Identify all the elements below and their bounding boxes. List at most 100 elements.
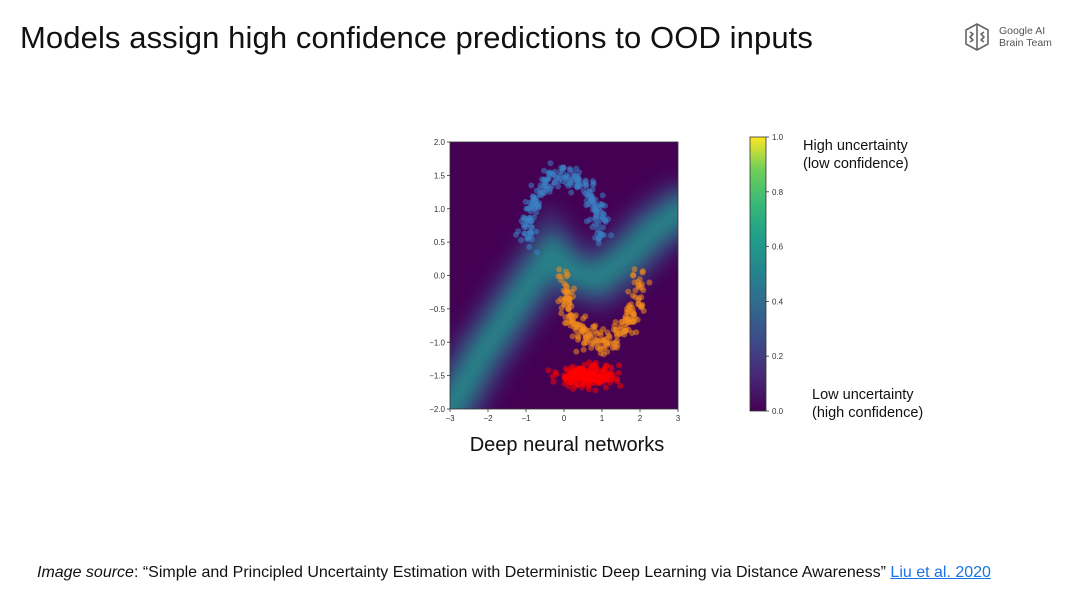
colorbar: 1.0 0.8 0.6 0.4 0.2 0.0: [749, 133, 784, 416]
data-point: [542, 186, 549, 193]
data-point: [597, 378, 604, 384]
x-tick-label: −2: [483, 414, 493, 423]
data-point: [585, 367, 592, 374]
data-point: [582, 335, 589, 342]
data-point: [587, 333, 594, 340]
data-point: [576, 375, 583, 382]
data-point: [588, 344, 595, 351]
data-point: [631, 279, 638, 286]
data-point: [595, 236, 602, 242]
data-point: [521, 215, 528, 221]
data-point: [555, 178, 562, 185]
data-point: [607, 364, 614, 371]
slide-title: Models assign high confidence prediction…: [20, 20, 813, 55]
colorbar-tick-label: 0.8: [772, 188, 784, 197]
data-point: [561, 301, 568, 308]
data-point: [599, 373, 606, 380]
y-tick-label: −1.5: [429, 372, 445, 381]
data-point: [565, 289, 572, 296]
data-point: [527, 233, 534, 240]
data-point: [602, 384, 609, 391]
data-point: [581, 361, 588, 368]
y-tick-label: 1.0: [434, 205, 446, 214]
low-label-line-2: (high confidence): [812, 405, 924, 421]
data-point: [646, 279, 653, 286]
data-point: [528, 224, 535, 231]
data-point: [563, 171, 570, 178]
data-point: [629, 310, 636, 317]
brain-icon: [965, 23, 989, 51]
y-tick-label: 0.0: [434, 272, 446, 281]
data-point: [562, 374, 568, 381]
x-tick-label: 3: [676, 414, 681, 423]
data-point: [613, 326, 620, 333]
data-point: [639, 268, 646, 275]
data-point: [550, 378, 557, 385]
data-point: [639, 301, 646, 308]
data-point: [616, 362, 623, 369]
source-text: : “Simple and Principled Uncertainty Est…: [133, 564, 891, 581]
google-ai-logo: Google AI Brain Team: [962, 22, 1052, 52]
data-point: [633, 329, 640, 336]
data-point: [614, 376, 621, 383]
colorbar-gradient: [749, 136, 767, 412]
y-tick-label: −1.0: [429, 338, 445, 347]
y-tick-label: −0.5: [429, 305, 445, 314]
data-point: [609, 344, 616, 351]
colorbar-tick-label: 1.0: [772, 133, 784, 142]
data-point: [589, 186, 596, 193]
data-point: [599, 192, 606, 199]
y-tick-label: 1.5: [434, 171, 446, 180]
data-point: [604, 348, 611, 355]
data-point: [598, 368, 605, 375]
data-point: [537, 186, 543, 192]
data-point: [574, 321, 580, 328]
data-point: [622, 324, 629, 331]
colorbar-tick-label: 0.4: [772, 297, 784, 306]
data-point: [576, 183, 583, 190]
data-point: [559, 167, 566, 174]
data-point: [530, 214, 537, 221]
data-point: [548, 183, 555, 190]
colorbar-tick-label: 0.0: [772, 407, 784, 416]
data-point: [589, 178, 596, 185]
data-point: [518, 237, 525, 244]
data-point: [604, 329, 611, 336]
data-point: [592, 221, 599, 227]
series-0: [513, 160, 615, 256]
data-point: [577, 369, 584, 376]
data-point: [566, 370, 573, 377]
data-point: [557, 273, 564, 280]
series-2: [545, 359, 624, 394]
data-point: [574, 175, 581, 182]
data-point: [586, 359, 592, 366]
y-tick-label: 0.5: [434, 238, 446, 247]
x-tick-label: 1: [600, 414, 605, 423]
data-point: [588, 202, 595, 209]
logo-line-1: Google AI: [999, 25, 1046, 37]
data-point: [597, 331, 604, 338]
data-point: [597, 201, 604, 207]
data-point: [520, 221, 527, 228]
data-point: [568, 189, 575, 196]
logo-line-2: Brain Team: [999, 37, 1052, 49]
source-link[interactable]: Liu et al. 2020: [890, 564, 991, 581]
data-point: [587, 216, 594, 223]
low-uncertainty-label: Low uncertainty (high confidence): [812, 386, 923, 422]
data-point: [600, 337, 606, 344]
data-point: [614, 341, 621, 348]
y-tick-label: 2.0: [434, 138, 446, 147]
data-point: [617, 382, 624, 389]
data-point: [594, 225, 601, 232]
data-point: [592, 336, 599, 343]
data-point: [632, 294, 639, 300]
data-point: [573, 348, 580, 355]
data-point: [565, 306, 572, 313]
data-point: [608, 232, 615, 239]
data-point: [588, 375, 595, 382]
data-point: [572, 312, 579, 319]
data-point: [608, 376, 615, 383]
data-point: [563, 282, 569, 289]
y-tick-label: −2.0: [429, 405, 445, 414]
colorbar-tick-label: 0.2: [772, 352, 784, 361]
